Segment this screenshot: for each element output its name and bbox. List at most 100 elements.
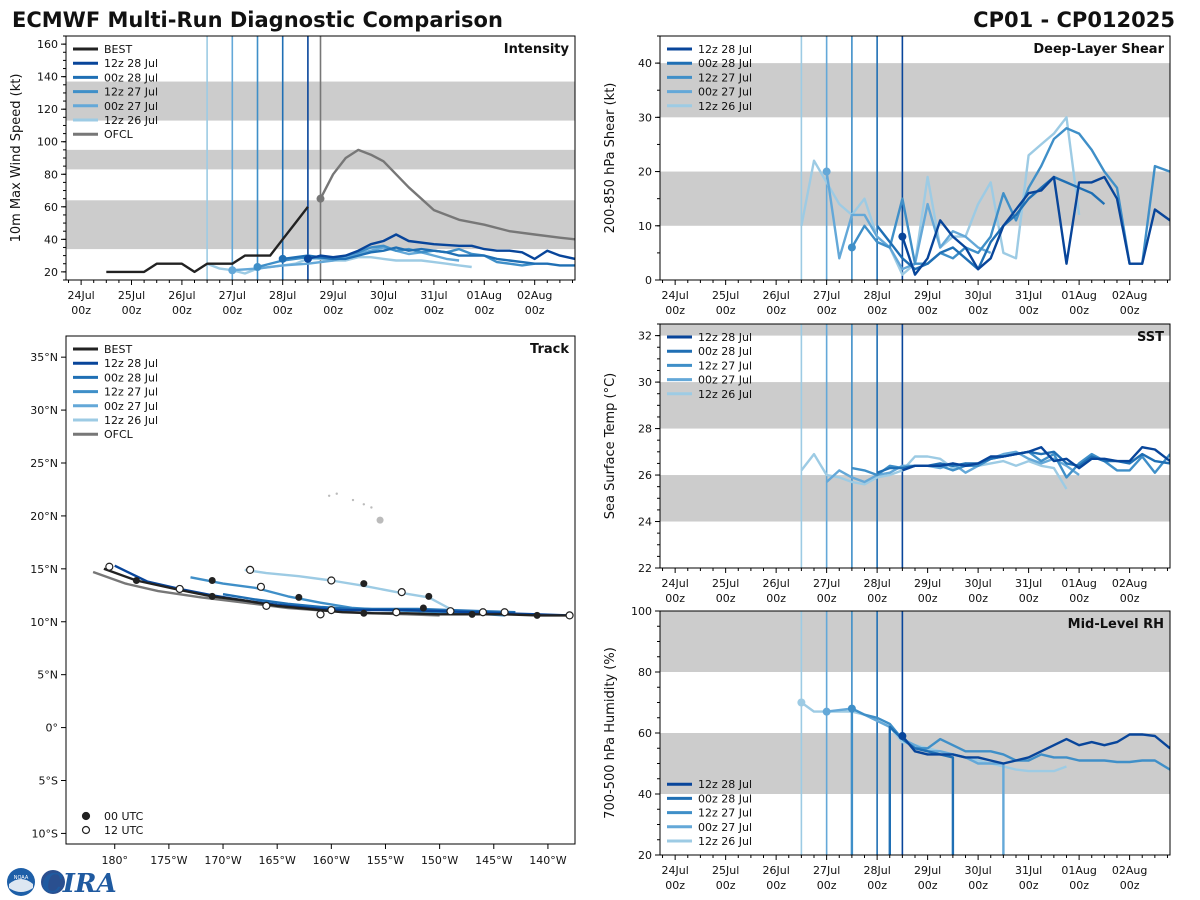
rh-date-tick-label: 30Jul [964,864,991,877]
rh-date-tick-label: 01Aug [1061,864,1096,877]
track-y-tick-label: 30°N [30,404,58,417]
rh-init-marker-12z-28-jul [898,732,907,741]
rh-y-axis-label: 700-500 hPa Humidity (%) [603,647,618,819]
intensity-time-tick-label: 00z [122,304,142,317]
rh-time-tick-label: 00z [867,879,887,892]
rh-legend-label-12z-27-jul: 12z 27 Jul [698,807,752,820]
cira-logo-text: CIRA [42,869,116,898]
shear-panel-title: Deep-Layer Shear [1033,42,1164,57]
rh-time-tick-label: 00z [817,879,837,892]
intensity-time-tick-label: 00z [273,304,293,317]
intensity-time-tick-label: 00z [525,304,545,317]
track-point-12utc [316,610,325,619]
intensity-y-tick-label: 160 [37,38,58,51]
sst-y-tick-label: 22 [638,562,652,575]
track-y-tick-label: 35°N [30,351,58,364]
intensity-series-best [106,206,309,274]
sst-date-tick-label: 28Jul [863,577,890,590]
sst-legend-label-00z-27-jul: 00z 27 Jul [698,374,752,387]
track-legend-label-best: BEST [104,343,132,356]
rh-series-12z-26-jul [800,701,1067,773]
sst-threshold-band-0 [660,475,1170,522]
rh-y-tick-label: 20 [638,849,652,862]
intensity-y-tick-label: 20 [44,266,58,279]
track-y-tick-label: 5°N [37,669,58,682]
track-point-00utc [533,611,541,619]
shear-panel: 24Jul 00z 25Jul 00z 26Jul 00z 27Jul 00z 28Jul 00z… [603,35,1171,317]
shear-legend-label-00z-27-jul: 00z 27 Jul [698,86,752,99]
intensity-date-tick-label: 28Jul [269,289,296,302]
storm-id-title: CP01 - CP012025 [973,8,1175,32]
rh-legend-label-00z-27-jul: 00z 27 Jul [698,821,752,834]
sst-y-tick-label: 32 [638,330,652,343]
shear-time-tick-label: 00z [1120,304,1140,317]
sst-legend-label-12z-28-jul: 12z 28 Jul [698,331,752,344]
rh-series-12z-28-jul [901,733,1170,765]
shear-time-tick-label: 00z [1069,304,1089,317]
track-panel-title: Track [530,342,569,357]
rh-legend-label-12z-26-jul: 12z 26 Jul [698,835,752,848]
shear-date-tick-label: 24Jul [662,289,689,302]
track-point-12utc [262,601,271,610]
rh-y-tick-label: 60 [638,727,652,740]
shear-time-tick-label: 00z [766,304,786,317]
track-point-12utc [478,608,488,617]
rh-time-tick-label: 00z [968,879,988,892]
track-point-12utc [327,606,336,615]
sst-legend-label-00z-28-jul: 00z 28 Jul [698,345,752,358]
figure-title: ECMWF Multi-Run Diagnostic Comparison [12,8,503,32]
rh-init-marker-00z-27-jul [822,707,831,716]
sst-threshold-band-2 [660,324,1170,336]
intensity-date-tick-label: 26Jul [168,289,195,302]
sst-time-tick-label: 00z [1069,592,1089,605]
track-point-00utc [208,592,216,600]
track-legend-label-12-utc: 12 UTC [104,824,144,837]
sst-date-tick-label: 01Aug [1061,577,1096,590]
intensity-init-marker-12z-27-jul [253,262,262,271]
shear-series-00z-28-jul [876,175,1106,271]
shear-date-tick-label: 27Jul [813,289,840,302]
intensity-y-tick-label: 40 [44,233,58,246]
track-legend-label-00-utc: 00 UTC [104,810,144,823]
intensity-y-axis-label: 10m Max Wind Speed (kt) [9,74,24,243]
track-lon-tick-label: 180° [101,854,128,867]
shear-series-12z-28-jul [901,175,1170,276]
track-lon-tick-label: 175°W [150,854,187,867]
hawaii-island [335,492,338,495]
hawaii-island [376,516,384,524]
sst-time-tick-label: 00z [817,592,837,605]
hawaii-island [351,498,355,502]
intensity-panel-title: Intensity [504,42,570,57]
intensity-date-tick-label: 30Jul [370,289,397,302]
shear-series-12z-27-jul [850,126,1170,265]
intensity-legend-label-12z-27-jul: 12z 27 Jul [104,86,158,99]
intensity-date-tick-label: 27Jul [219,289,246,302]
track-legend-label-ofcl: OFCL [104,428,134,441]
intensity-series-00z-27-jul [232,246,460,272]
track-axes-frame [65,335,576,845]
track-legend-label-12z-26-jul: 12z 26 Jul [104,414,158,427]
intensity-panel: 24Jul 00z 25Jul 00z 26Jul 00z 27Jul 00z 28Jul 00z… [9,35,576,317]
intensity-series-12z-26-jul [206,256,472,275]
shear-time-tick-label: 00z [665,304,685,317]
hawaii-island [370,506,373,509]
track-point-12utc [175,584,184,594]
intensity-legend-label-ofcl: OFCL [104,128,134,141]
track-point-00utc [419,604,427,612]
intensity-legend-label-12z-28-jul: 12z 28 Jul [104,57,158,70]
rh-date-tick-label: 25Jul [712,864,739,877]
track-y-tick-label: 20°N [30,510,58,523]
intensity-y-tick-label: 100 [37,136,58,149]
track-point-00utc [295,593,303,601]
intensity-init-marker-12z-28-jul [303,254,312,263]
track-lon-tick-label: 150°W [421,854,458,867]
intensity-time-tick-label: 00z [71,304,91,317]
shear-init-marker-12z-28-jul [898,232,907,241]
rh-panel: 24Jul 00z 25Jul 00z 26Jul 00z 27Jul 00z 28Jul 00z… [603,605,1171,892]
shear-threshold-band-1 [660,63,1170,118]
track-y-tick-label: 0° [46,722,59,735]
shear-time-tick-label: 00z [716,304,736,317]
sst-date-tick-label: 27Jul [813,577,840,590]
sst-date-tick-label: 25Jul [712,577,739,590]
track-panel: 180° 175°W 170°W 165°W 160°W 155°W 150°W 145°W 1… [30,335,576,867]
